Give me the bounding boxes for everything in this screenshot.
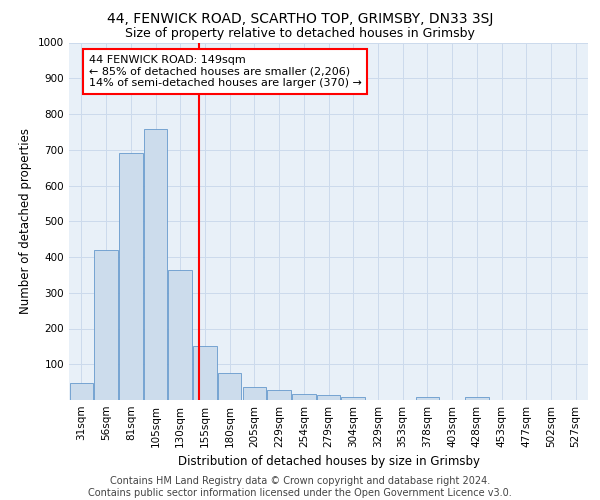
Bar [193, 346, 217, 400]
Text: 44 FENWICK ROAD: 149sqm
← 85% of detached houses are smaller (2,206)
14% of semi: 44 FENWICK ROAD: 149sqm ← 85% of detache… [89, 55, 362, 88]
Bar [144, 130, 167, 400]
X-axis label: Distribution of detached houses by size in Grimsby: Distribution of detached houses by size … [178, 456, 479, 468]
Bar [169, 270, 192, 400]
Bar [341, 398, 365, 400]
Bar [317, 395, 340, 400]
Bar [416, 397, 439, 400]
Bar [94, 250, 118, 400]
Text: Size of property relative to detached houses in Grimsby: Size of property relative to detached ho… [125, 28, 475, 40]
Bar [465, 397, 488, 400]
Bar [70, 383, 93, 400]
Bar [292, 394, 316, 400]
Bar [218, 373, 241, 400]
Text: Contains HM Land Registry data © Crown copyright and database right 2024.
Contai: Contains HM Land Registry data © Crown c… [88, 476, 512, 498]
Bar [268, 390, 291, 400]
Y-axis label: Number of detached properties: Number of detached properties [19, 128, 32, 314]
Text: 44, FENWICK ROAD, SCARTHO TOP, GRIMSBY, DN33 3SJ: 44, FENWICK ROAD, SCARTHO TOP, GRIMSBY, … [107, 12, 493, 26]
Bar [119, 154, 143, 400]
Bar [242, 387, 266, 400]
